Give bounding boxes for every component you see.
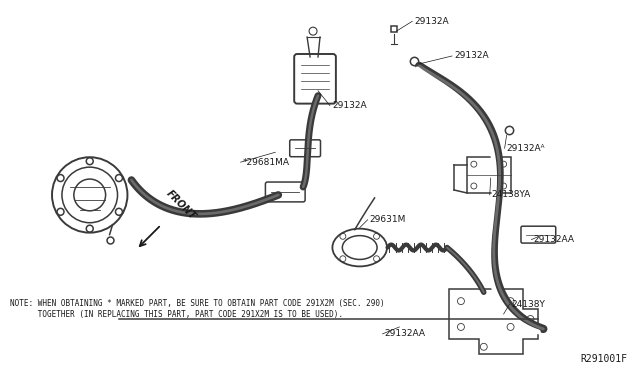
Text: 29132Aᴬ: 29132Aᴬ [507,144,545,153]
Text: 29132A: 29132A [332,101,367,110]
Text: R291001F: R291001F [580,354,628,364]
Text: TOGETHER (IN REPLACING THIS PART, PART CODE 291X2M IS TO BE USED).: TOGETHER (IN REPLACING THIS PART, PART C… [10,310,343,319]
Text: 24138Y: 24138Y [511,299,545,309]
Text: FRONT: FRONT [164,188,198,222]
Text: *29681MA: *29681MA [243,158,289,167]
Text: NOTE: WHEN OBTAINING * MARKED PART, BE SURE TO OBTAIN PART CODE 291X2M (SEC. 290: NOTE: WHEN OBTAINING * MARKED PART, BE S… [10,299,385,308]
Text: 29132AA: 29132AA [385,329,426,339]
Text: 29132AA: 29132AA [533,235,574,244]
Text: 29132A: 29132A [454,51,488,61]
Text: 29132A: 29132A [414,17,449,26]
Text: 29631M: 29631M [370,215,406,224]
Text: 24138YA: 24138YA [492,190,531,199]
